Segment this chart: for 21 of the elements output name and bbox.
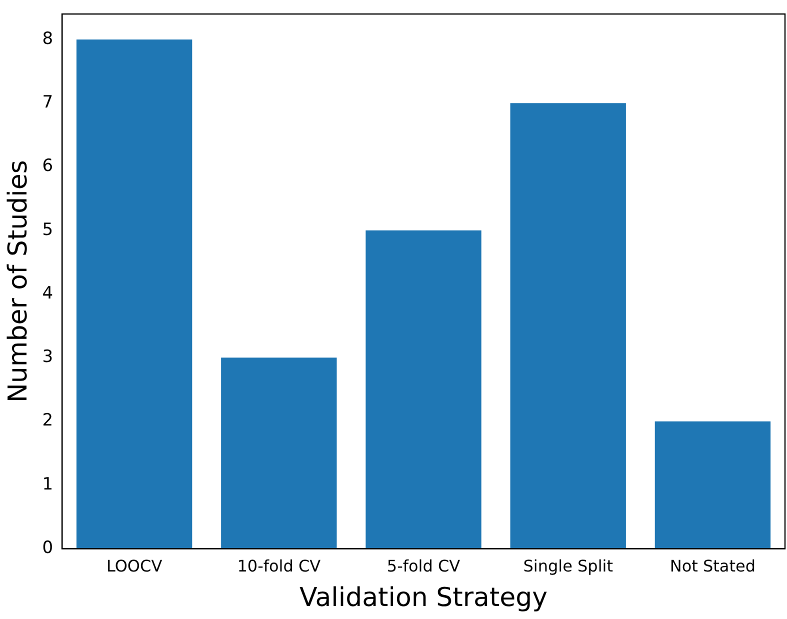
x-tick-label: 5-fold CV <box>386 556 460 576</box>
y-tick-label: 5 <box>42 220 54 240</box>
y-tick-label: 6 <box>42 156 54 176</box>
y-tick-label: 1 <box>42 474 54 494</box>
x-tick-label: Single Split <box>523 556 613 576</box>
y-tick-label: 8 <box>42 28 54 49</box>
y-axis-title: Number of Studies <box>3 160 34 403</box>
bar <box>654 421 771 549</box>
x-tick-label: LOOCV <box>106 556 162 576</box>
y-tick-label: 3 <box>42 347 54 368</box>
bar <box>221 358 337 549</box>
y-tick-label: 7 <box>42 92 54 113</box>
y-tick-label: 4 <box>42 283 54 304</box>
y-tick-label: 2 <box>42 410 54 431</box>
x-tick-label: 10-fold CV <box>237 556 321 576</box>
bar <box>510 103 626 549</box>
bar <box>76 39 192 549</box>
y-tick-label: 0 <box>42 538 54 558</box>
x-tick-label: Not Stated <box>670 556 756 576</box>
bar <box>366 230 482 549</box>
x-axis-title: Validation Strategy <box>299 583 548 614</box>
